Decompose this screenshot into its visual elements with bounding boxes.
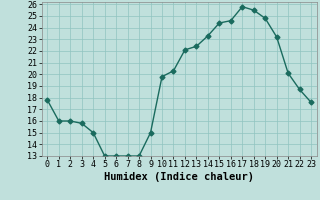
X-axis label: Humidex (Indice chaleur): Humidex (Indice chaleur)	[104, 172, 254, 182]
